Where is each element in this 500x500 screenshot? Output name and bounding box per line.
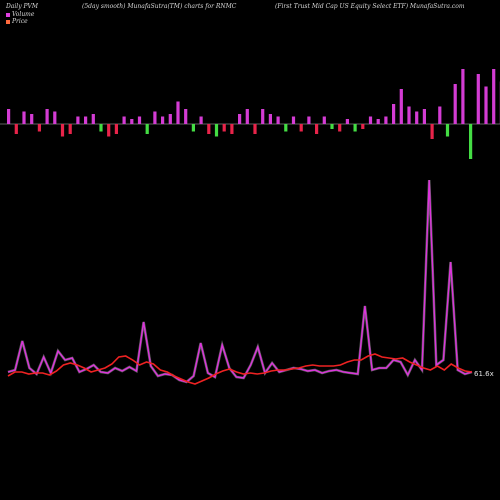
volume-bar — [299, 124, 303, 132]
volume-bar — [53, 111, 57, 124]
volume-bar — [268, 114, 272, 124]
volume-bar — [384, 116, 388, 124]
volume-bar — [207, 124, 211, 134]
volume-bar — [330, 124, 334, 129]
legend-volume: Volume — [6, 11, 34, 18]
volume-bar — [84, 116, 88, 124]
volume-bar — [415, 111, 419, 124]
header-right: (First Trust Mid Cap US Equity Select ET… — [275, 3, 465, 10]
volume-bar — [392, 104, 396, 124]
header-left: Daily PVM — [6, 3, 39, 10]
volume-bar — [22, 111, 26, 124]
legend-price-label: Price — [12, 18, 28, 25]
volume-bar — [361, 124, 365, 129]
volume-bar — [438, 106, 442, 124]
volume-bar — [261, 109, 265, 124]
volume-bar — [99, 124, 103, 132]
volume-bar — [399, 89, 403, 124]
volume-line — [7, 179, 473, 383]
volume-bar — [37, 124, 41, 132]
volume-bar — [199, 116, 203, 124]
volume-swatch — [6, 12, 10, 17]
volume-bar — [153, 111, 157, 124]
volume-bar — [307, 116, 311, 124]
volume-bar — [291, 116, 296, 124]
volume-bar — [107, 124, 111, 137]
volume-bar — [476, 74, 480, 124]
volume-bar — [60, 124, 65, 137]
volume-bar — [7, 109, 11, 124]
volume-bar — [137, 116, 142, 124]
volume-bar — [253, 124, 257, 134]
volume-bar — [407, 106, 411, 124]
volume-bar — [222, 124, 226, 132]
volume-bar — [492, 69, 496, 124]
volume-bar — [461, 69, 465, 124]
volume-bar — [230, 124, 234, 134]
volume-bar — [168, 114, 172, 124]
price-swatch — [6, 19, 10, 24]
price-label: 61.6x — [474, 370, 494, 378]
volume-bar — [430, 124, 434, 139]
volume-bar — [284, 124, 288, 132]
volume-bar — [245, 109, 249, 124]
volume-bar — [68, 124, 72, 134]
volume-bar — [453, 84, 457, 124]
volume-bar — [161, 116, 165, 124]
volume-bar — [176, 101, 180, 124]
volume-bar — [45, 109, 49, 124]
legend-price: Price — [6, 18, 28, 25]
volume-bar — [191, 124, 195, 132]
volume-bar — [238, 114, 242, 124]
legend-volume-label: Volume — [12, 11, 35, 18]
volume-bar — [376, 119, 380, 124]
volume-bar — [353, 124, 357, 132]
volume-bar — [445, 124, 450, 137]
volume-bar — [469, 124, 473, 159]
volume-bar — [76, 116, 80, 124]
volume-bar — [422, 109, 426, 124]
volume-bar — [338, 124, 342, 132]
volume-bar — [184, 109, 188, 124]
volume-bar — [114, 124, 118, 134]
volume-bar — [30, 114, 34, 124]
volume-bar — [315, 124, 319, 134]
volume-bar — [91, 114, 95, 124]
volume-bar — [130, 119, 134, 124]
volume-bar — [122, 116, 126, 124]
volume-bar — [322, 116, 326, 124]
volume-line-glow — [7, 179, 473, 384]
header-middle: (5day smooth) MunafaSutra(TM) charts for… — [82, 3, 237, 10]
volume-bar — [145, 124, 149, 134]
volume-bar — [14, 124, 18, 134]
volume-bar — [484, 86, 488, 124]
volume-bar — [345, 119, 349, 124]
price-line — [7, 353, 473, 385]
volume-bar — [214, 124, 219, 137]
volume-bar — [368, 116, 373, 124]
volume-bar — [276, 116, 280, 124]
